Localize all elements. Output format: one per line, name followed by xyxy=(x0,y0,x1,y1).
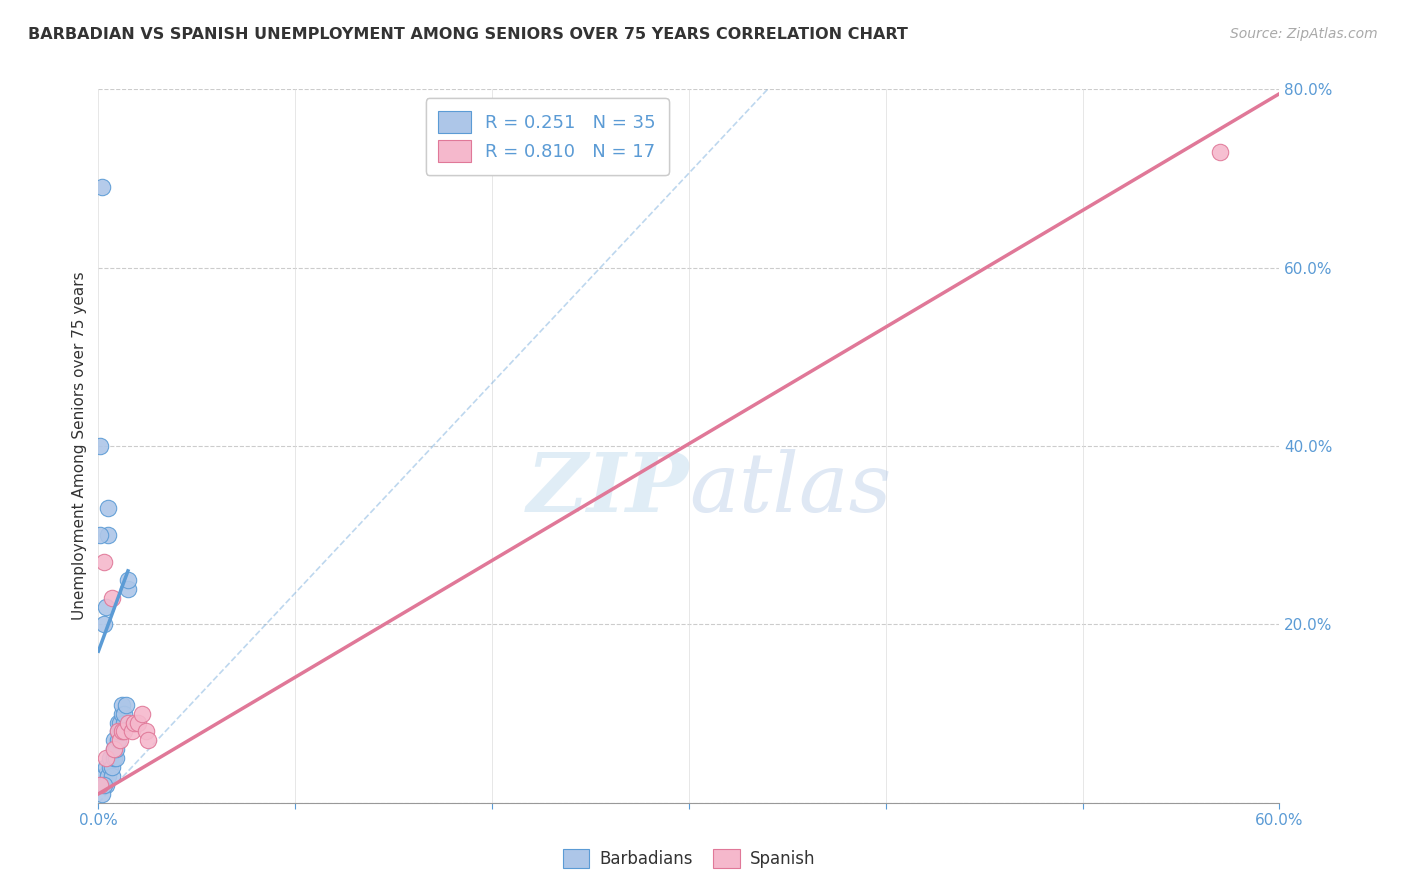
Point xyxy=(111,706,134,721)
Point xyxy=(89,439,111,453)
Point xyxy=(97,501,120,516)
Point xyxy=(101,760,124,774)
Point xyxy=(107,715,129,730)
Point xyxy=(101,591,124,605)
Point xyxy=(93,778,115,792)
Point xyxy=(96,778,118,792)
Point xyxy=(103,742,125,756)
Point xyxy=(115,698,138,712)
Point xyxy=(127,715,149,730)
Point xyxy=(93,555,115,569)
Text: BARBADIAN VS SPANISH UNEMPLOYMENT AMONG SENIORS OVER 75 YEARS CORRELATION CHART: BARBADIAN VS SPANISH UNEMPLOYMENT AMONG … xyxy=(28,27,908,42)
Point xyxy=(136,733,159,747)
Point xyxy=(96,751,118,765)
Point xyxy=(117,573,139,587)
Y-axis label: Unemployment Among Seniors over 75 years: Unemployment Among Seniors over 75 years xyxy=(72,272,87,620)
Point xyxy=(103,742,125,756)
Point xyxy=(97,769,120,783)
Point xyxy=(98,760,121,774)
Point xyxy=(117,582,139,596)
Point xyxy=(112,706,135,721)
Legend: R = 0.251   N = 35, R = 0.810   N = 17: R = 0.251 N = 35, R = 0.810 N = 17 xyxy=(426,98,669,175)
Text: atlas: atlas xyxy=(689,449,891,529)
Point xyxy=(108,715,131,730)
Text: Source: ZipAtlas.com: Source: ZipAtlas.com xyxy=(1230,27,1378,41)
Point xyxy=(98,751,121,765)
Point xyxy=(105,742,128,756)
Point xyxy=(135,724,157,739)
Point xyxy=(105,751,128,765)
Point xyxy=(111,724,134,739)
Point xyxy=(93,617,115,632)
Point xyxy=(91,180,114,194)
Point xyxy=(121,724,143,739)
Point xyxy=(111,698,134,712)
Point xyxy=(112,724,135,739)
Point xyxy=(117,715,139,730)
Point xyxy=(1209,145,1232,159)
Point xyxy=(112,715,135,730)
Point xyxy=(93,769,115,783)
Point xyxy=(107,724,129,739)
Point xyxy=(122,715,145,730)
Point xyxy=(89,778,111,792)
Point xyxy=(96,760,118,774)
Point xyxy=(107,733,129,747)
Legend: Barbadians, Spanish: Barbadians, Spanish xyxy=(557,842,821,875)
Point xyxy=(101,769,124,783)
Point xyxy=(91,778,114,792)
Point xyxy=(107,724,129,739)
Point xyxy=(103,751,125,765)
Point xyxy=(108,733,131,747)
Text: ZIP: ZIP xyxy=(526,449,689,529)
Point xyxy=(103,733,125,747)
Point xyxy=(89,528,111,542)
Point xyxy=(131,706,153,721)
Point xyxy=(96,599,118,614)
Point xyxy=(97,528,120,542)
Point xyxy=(91,787,114,801)
Point xyxy=(108,724,131,739)
